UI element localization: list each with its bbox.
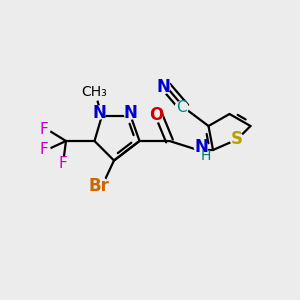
Circle shape (56, 157, 70, 170)
Text: C: C (176, 100, 187, 116)
Text: F: F (39, 122, 48, 136)
Text: N: N (194, 138, 208, 156)
Circle shape (194, 140, 208, 154)
Circle shape (90, 177, 108, 195)
Circle shape (200, 151, 211, 161)
Circle shape (157, 80, 170, 94)
Text: S: S (231, 130, 243, 148)
Text: Br: Br (88, 177, 110, 195)
Text: F: F (58, 156, 68, 171)
Circle shape (149, 109, 163, 122)
Text: F: F (39, 142, 48, 158)
Circle shape (37, 143, 50, 157)
Circle shape (175, 101, 188, 115)
Text: H: H (200, 149, 211, 163)
Text: N: N (92, 103, 106, 122)
Circle shape (230, 133, 244, 146)
Text: CH₃: CH₃ (82, 85, 107, 98)
Circle shape (124, 106, 137, 119)
Circle shape (37, 122, 50, 136)
Circle shape (92, 106, 106, 119)
Text: N: N (124, 103, 137, 122)
Text: N: N (157, 78, 170, 96)
Text: O: O (149, 106, 163, 124)
Circle shape (85, 82, 103, 100)
